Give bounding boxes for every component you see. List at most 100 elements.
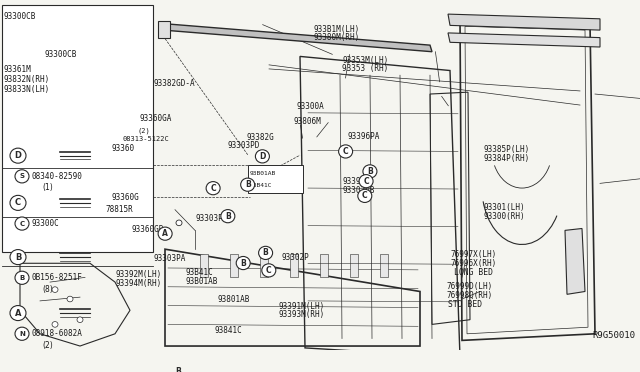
- Bar: [320, 254, 328, 278]
- Text: 76999D(LH): 76999D(LH): [446, 282, 492, 291]
- Text: 93B01AB: 93B01AB: [186, 277, 218, 286]
- Circle shape: [77, 317, 83, 323]
- Text: 93396P: 93396P: [342, 177, 370, 186]
- Text: 93393M(RH): 93393M(RH): [278, 310, 324, 319]
- Circle shape: [171, 365, 185, 372]
- Circle shape: [359, 174, 373, 188]
- Text: B: B: [15, 253, 21, 262]
- Text: D: D: [15, 151, 22, 160]
- Circle shape: [15, 170, 29, 183]
- Circle shape: [221, 209, 235, 223]
- Text: B: B: [367, 167, 372, 176]
- Text: 93302PB: 93302PB: [342, 186, 375, 195]
- Text: 93380M(RH): 93380M(RH): [314, 33, 360, 42]
- Circle shape: [206, 182, 220, 195]
- Text: 93303PA: 93303PA: [154, 254, 186, 263]
- Polygon shape: [448, 14, 600, 30]
- Text: STD BED: STD BED: [448, 300, 482, 309]
- Text: 93353 (RH): 93353 (RH): [342, 64, 388, 73]
- Circle shape: [262, 264, 276, 277]
- Circle shape: [236, 256, 250, 270]
- Text: B: B: [175, 367, 181, 372]
- Bar: [248, 164, 303, 193]
- Text: 93384P(RH): 93384P(RH): [483, 154, 529, 163]
- Text: C: C: [19, 221, 24, 227]
- Text: C: C: [364, 177, 369, 186]
- Text: 93353M(LH): 93353M(LH): [342, 56, 388, 65]
- Circle shape: [10, 195, 26, 211]
- Circle shape: [363, 165, 377, 178]
- Text: 93833N(LH): 93833N(LH): [3, 85, 49, 94]
- Text: 93361M: 93361M: [3, 65, 31, 74]
- Text: 93360G: 93360G: [111, 193, 139, 202]
- Text: 93394M(RH): 93394M(RH): [116, 279, 162, 288]
- Text: 93300CB: 93300CB: [3, 12, 36, 21]
- Text: B: B: [245, 180, 250, 189]
- Polygon shape: [448, 33, 600, 47]
- Text: 08340-82590: 08340-82590: [32, 172, 83, 181]
- Text: S: S: [19, 173, 24, 179]
- Text: LONG BED: LONG BED: [454, 267, 493, 277]
- Polygon shape: [565, 228, 585, 294]
- Text: 933B1M(LH): 933B1M(LH): [314, 25, 360, 33]
- Text: 08313-5122C: 08313-5122C: [123, 136, 170, 142]
- Bar: [380, 254, 388, 278]
- Text: C: C: [343, 147, 348, 156]
- Circle shape: [339, 145, 353, 158]
- Text: 93300A: 93300A: [296, 102, 324, 111]
- Circle shape: [241, 178, 255, 191]
- Text: 08918-6082A: 08918-6082A: [32, 329, 83, 338]
- Circle shape: [52, 287, 58, 292]
- Text: 93302P: 93302P: [282, 253, 309, 262]
- Circle shape: [255, 150, 269, 163]
- Text: (2): (2): [42, 340, 52, 350]
- Text: 78815R: 78815R: [106, 205, 133, 214]
- Circle shape: [67, 296, 73, 302]
- Text: 76998Q(RH): 76998Q(RH): [446, 291, 492, 300]
- Text: 76996X(RH): 76996X(RH): [451, 259, 497, 268]
- Text: 93300C: 93300C: [32, 219, 60, 228]
- Text: A: A: [15, 308, 21, 318]
- Circle shape: [15, 271, 29, 284]
- Bar: [158, 21, 170, 38]
- Text: 93B41C: 93B41C: [186, 268, 213, 278]
- Circle shape: [176, 220, 182, 226]
- Text: 93303PC: 93303PC: [195, 214, 228, 223]
- Text: 93841C: 93841C: [214, 326, 242, 335]
- Bar: [350, 254, 358, 278]
- Text: C: C: [266, 266, 271, 275]
- Text: R9G50010: R9G50010: [592, 331, 635, 340]
- Text: A: A: [162, 229, 168, 238]
- Text: 93396PA: 93396PA: [348, 132, 380, 141]
- Text: (1): (1): [42, 183, 52, 192]
- Text: 93300CB: 93300CB: [45, 50, 77, 59]
- Bar: [2, 5, 153, 252]
- Text: 93391M(LH): 93391M(LH): [278, 302, 324, 311]
- Text: B: B: [19, 275, 24, 281]
- Circle shape: [358, 189, 372, 202]
- Circle shape: [158, 227, 172, 240]
- Text: C: C: [362, 191, 367, 201]
- Text: D: D: [259, 152, 266, 161]
- Text: B: B: [241, 259, 246, 267]
- Bar: [200, 254, 208, 278]
- Text: B: B: [225, 212, 230, 221]
- Circle shape: [15, 327, 29, 340]
- Text: N: N: [19, 331, 25, 337]
- Text: 93301(LH): 93301(LH): [483, 203, 525, 212]
- Bar: [260, 254, 268, 278]
- Text: B: B: [263, 248, 268, 257]
- Text: 93385P(LH): 93385P(LH): [483, 145, 529, 154]
- Text: C: C: [211, 184, 216, 193]
- Text: 93382GD-A: 93382GD-A: [154, 79, 195, 88]
- Text: 93360GB: 93360GB: [132, 225, 164, 234]
- Circle shape: [10, 305, 26, 321]
- Circle shape: [52, 321, 58, 327]
- Text: (8): (8): [42, 285, 52, 294]
- Text: 0B156-8251F: 0B156-8251F: [32, 273, 83, 282]
- Circle shape: [10, 148, 26, 163]
- Text: 93801AB: 93801AB: [218, 295, 250, 304]
- Polygon shape: [162, 23, 432, 52]
- Circle shape: [15, 217, 29, 230]
- Text: 76997X(LH): 76997X(LH): [451, 250, 497, 259]
